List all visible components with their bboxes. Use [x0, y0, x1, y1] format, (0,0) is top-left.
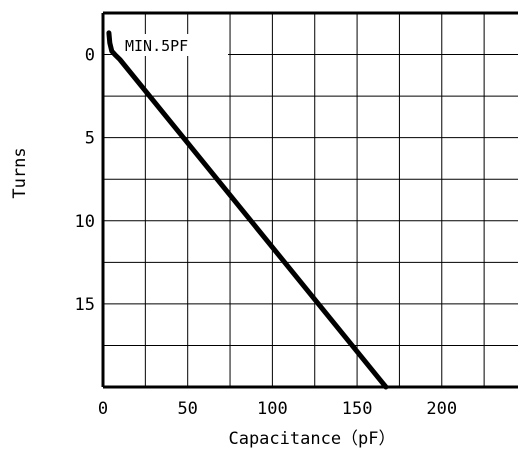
y-tick-label: 10 [75, 212, 95, 232]
x-tick-labels: 0 50 100 150 200 [98, 399, 457, 419]
series-line [106, 30, 389, 390]
series-group [106, 30, 389, 390]
x-axis-label: Capacitance（pF） [228, 429, 395, 449]
x-tick-label: 50 [177, 399, 197, 419]
x-tick-label: 100 [257, 399, 288, 419]
annotation-label: MIN.5PF [125, 37, 188, 55]
y-tick-label: 0 [85, 46, 95, 66]
x-tick-label: 150 [342, 399, 373, 419]
y-axis-label: Turns [10, 147, 30, 198]
y-tick-labels: 0 5 10 15 [75, 46, 95, 315]
y-tick-label: 5 [85, 129, 95, 149]
x-tick-label: 0 [98, 399, 108, 419]
x-tick-label: 200 [426, 399, 457, 419]
y-tick-label: 15 [75, 295, 95, 315]
plot-frame [101, 11, 518, 389]
annotation-background [118, 34, 228, 56]
